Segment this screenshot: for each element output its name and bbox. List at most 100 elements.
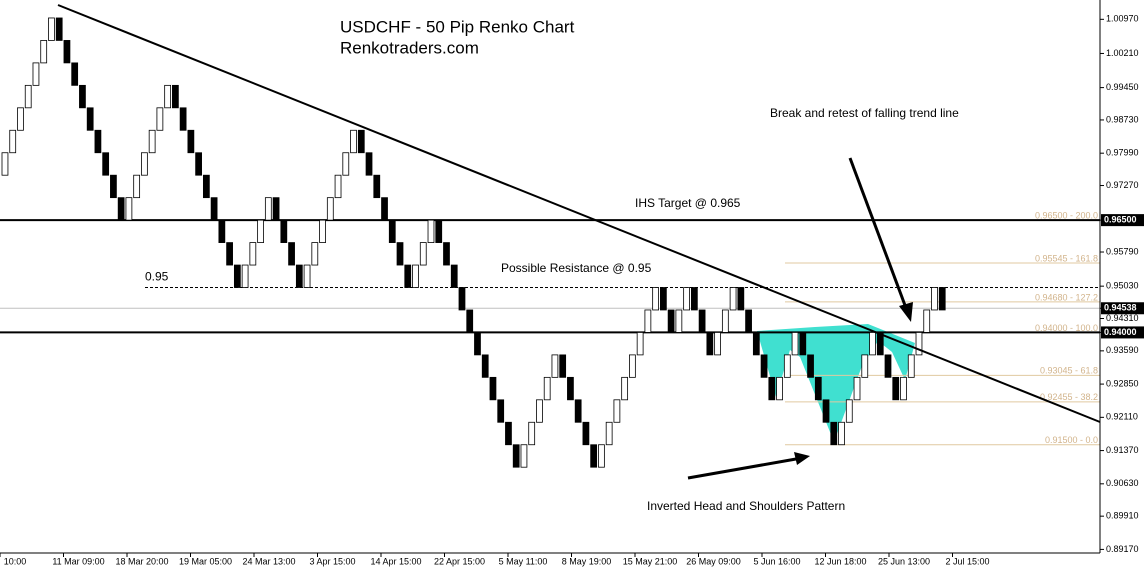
price-box [1101,302,1144,315]
renko-brick [675,309,683,333]
renko-brick [551,354,559,378]
renko-brick [334,174,342,199]
y-tick-label: 0.93590 [1106,345,1139,355]
renko-brick [55,17,63,41]
y-tick-label: 0.95790 [1106,246,1139,256]
renko-brick [233,264,241,288]
arrow [848,157,908,309]
renko-brick [799,332,807,356]
x-tick-label: 2 Jul 15:00 [945,556,989,566]
y-tick-label: 0.97270 [1106,180,1139,190]
renko-brick [218,219,226,243]
y-tick-label: 0.89170 [1106,544,1139,554]
renko-brick [745,309,752,333]
renko-brick [202,174,210,199]
renko-brick [164,84,172,109]
renko-brick [427,219,435,243]
renko-brick [652,287,660,311]
renko-brick [326,197,334,221]
renko-brick [876,332,884,356]
renko-brick [443,242,450,266]
renko-brick [125,197,133,221]
annotation: Inverted Head and Shoulders Pattern [647,499,845,513]
x-tick-label: 3 Apr 15:00 [309,556,355,566]
renko-brick [396,242,404,266]
x-tick-label: 22 Apr 15:00 [434,556,485,566]
renko-brick [783,354,791,378]
arrow-head [899,302,913,322]
y-tick-label: 1.00970 [1106,14,1139,24]
y-tick-label: 1.00210 [1106,48,1139,58]
renko-brick [938,287,946,311]
renko-brick [698,309,706,333]
y-tick-label: 0.97990 [1106,148,1139,158]
renko-brick [791,332,799,356]
renko-brick [9,129,17,154]
x-tick-label: 8 May 19:00 [562,556,612,566]
y-tick-label: 0.89910 [1106,511,1139,521]
renko-brick [466,309,474,333]
y-tick-label: 0.94000 [1104,327,1137,337]
renko-brick [481,354,489,378]
y-tick-label: 0.92850 [1106,378,1139,388]
renko-brick [342,152,350,176]
x-tick-label: 11 Mar 09:00 [52,556,104,566]
renko-brick [667,309,675,333]
renko-brick [907,354,915,378]
renko-brick [79,84,86,109]
renko-brick [295,264,303,288]
renko-brick [381,197,388,221]
renko-brick [621,376,629,401]
renko-brick [280,219,288,243]
renko-brick [760,354,768,378]
fib-label: 0.92455 - 38.2 [1040,392,1098,402]
renko-brick [605,421,613,446]
renko-brick [450,264,458,288]
arrow [687,457,797,480]
x-tick-label: 15 May 21:00 [623,556,678,566]
renko-brick [574,399,582,423]
renko-brick [156,107,164,131]
arrow-head [794,452,810,465]
renko-brick [915,332,923,356]
renko-brick [373,174,381,199]
renko-brick [559,354,567,378]
renko-brick [71,62,79,86]
renko-brick [133,174,141,199]
renko-brick [752,332,760,356]
y-tick-label: 0.91370 [1106,445,1139,455]
renko-brick [714,332,721,356]
x-tick-label: 26 May 09:00 [686,556,741,566]
fib-label: 0.94000 - 100.0 [1035,323,1098,333]
annotation: IHS Target @ 0.965 [635,196,741,210]
renko-brick [32,62,40,86]
chart-subtitle: Renkotraders.com [340,38,479,57]
fib-label: 0.94680 - 127.2 [1035,292,1098,302]
renko-brick [590,444,598,468]
y-tick-label: 0.95030 [1106,281,1139,291]
renko-brick [435,219,443,243]
renko-brick [543,376,551,401]
renko-brick [830,421,838,446]
renko-brick [172,84,179,109]
renko-brick [388,219,396,243]
x-tick-label: 25 Jun 13:00 [878,556,930,566]
x-tick-label: 5 May 11:00 [499,556,548,566]
renko-brick [141,152,148,176]
renko-brick [900,376,907,401]
renko-brick [226,242,233,266]
renko-brick [807,354,814,378]
renko-brick [683,287,690,311]
fib-label: 0.91500 - 0.0 [1045,435,1098,445]
renko-brick [458,287,466,311]
renko-brick [737,287,745,311]
renko-brick [613,399,621,423]
renko-brick [861,354,869,378]
renko-brick [288,242,295,266]
y-tick-label: 0.94310 [1106,313,1139,323]
y-tick-label: 0.94538 [1104,303,1137,313]
fib-label: 0.93045 - 61.8 [1040,366,1098,376]
renko-brick [838,421,845,446]
